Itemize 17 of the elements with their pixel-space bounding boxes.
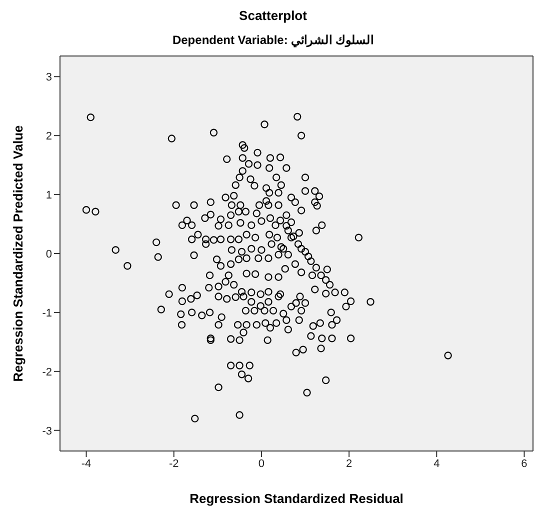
chart-subtitle: Dependent Variable: السلوك الشرائي [171,33,375,47]
x-tick-label: 0 [258,458,265,470]
y-tick-label: 0 [46,248,52,260]
y-tick-label: 3 [46,72,52,84]
y-tick-label: -3 [42,425,52,438]
x-tick-label: 2 [346,458,352,470]
x-tick-label: -4 [81,458,92,470]
x-tick-label: -2 [168,458,179,470]
y-tick-label: 1 [46,189,52,202]
x-tick-label: 6 [521,458,528,470]
y-tick-label: -1 [42,307,52,320]
x-tick-label: 4 [434,458,440,470]
y-tick-label: 2 [46,130,52,142]
y-axis-title: Regression Standardized Predicted Value [10,125,26,382]
chart-title: Scatterplot [238,8,308,23]
y-tick-label: -2 [42,366,52,378]
x-axis-title: Regression Standardized Residual [190,491,404,506]
